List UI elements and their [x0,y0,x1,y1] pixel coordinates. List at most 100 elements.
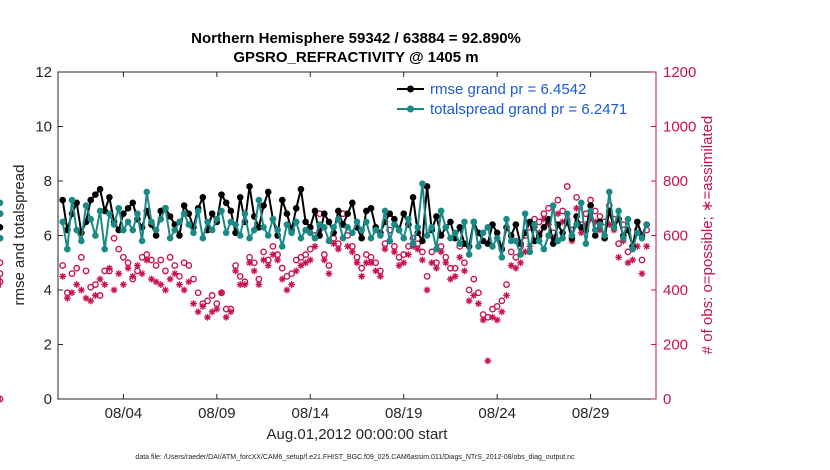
assimilated-obs-marker [96,275,104,283]
totalspread-point [59,218,66,226]
assimilated-obs-marker [470,292,478,299]
totalspread-point [549,202,557,209]
assimilated-obs-marker [120,281,127,288]
totalspread-point [395,226,403,234]
legend-rmse-label: rmse grand pr = 6.4542 [430,81,586,98]
totalspread-point [540,245,548,253]
assimilated-obs-marker [110,286,118,294]
rmse-point [96,185,104,193]
rmse-point [297,185,305,193]
totalspread-point [591,226,599,234]
rmse-point [180,202,188,209]
possible-obs-marker [143,251,151,258]
totalspread-point [587,207,594,215]
totalspread-point [218,207,225,215]
totalspread-point [638,234,646,242]
totalspread-point [629,245,636,253]
totalspread-point [278,243,286,250]
rmse-point [246,183,253,190]
totalspread-point [190,229,197,237]
assimilated-obs-marker [68,289,76,297]
totalspread-point [185,221,193,228]
y-tick-label: 10 [35,119,52,136]
totalspread-point [78,237,85,245]
possible-obs-marker [166,253,174,261]
assimilated-obs-marker [484,357,492,365]
totalspread-point [451,229,459,237]
rmse-point [493,229,501,237]
totalspread-point [222,229,230,237]
possible-obs-marker [171,262,179,269]
totalspread-point [180,210,188,217]
totalspread-point [577,199,585,207]
assimilated-obs-marker [105,264,113,272]
totalspread-point [526,248,534,256]
totalspread-point [250,226,258,234]
possible-obs-marker [554,196,562,204]
totalspread-point [377,232,384,239]
plot-frame [57,71,657,400]
assimilated-obs-marker [260,256,267,264]
y-axis-label: rmse and totalspread [11,165,28,306]
rmse-point [59,196,66,204]
rmse-point [222,199,230,207]
totalspread-point [208,226,216,234]
totalspread-point [148,218,155,226]
totalspread-point [292,218,300,226]
totalspread-point [433,245,440,253]
totalspread-point [507,237,515,245]
totalspread-point [269,215,277,223]
possible-obs-marker [0,270,4,278]
totalspread-point [605,188,613,196]
possible-obs-marker [59,262,67,269]
assimilated-obs-marker [124,264,132,272]
possible-obs-marker [176,272,183,280]
totalspread-point [405,215,412,223]
assimilated-obs-marker [325,270,333,278]
totalspread-point [358,226,365,234]
totalspread-point [255,196,263,204]
assimilated-obs-marker [353,259,361,267]
possible-obs-marker [124,259,132,267]
totalspread-point [634,229,641,237]
y-tick-label: 4 [44,282,52,299]
totalspread-point [199,234,207,242]
assimilated-obs-marker [433,264,440,272]
totalspread-point [610,224,618,231]
totalspread-point [619,234,627,242]
y-tick-label-right: 800 [663,173,688,190]
possible-obs-marker [451,264,459,272]
legend-box [392,77,648,119]
possible-obs-marker [77,253,85,261]
x-tick-label: 08/29 [572,405,610,422]
chart-subtitle: GPSRO_REFRACTIVITY @ 1405 m [233,49,478,66]
rmse-point [591,232,599,239]
totalspread-point [176,218,183,226]
x-axis-label: Aug.01,2012 00:00:00 start [267,426,449,443]
rmse-point [120,210,127,217]
assimilated-obs-marker [498,308,506,316]
rmse-point [166,213,174,220]
y-tick-label-right: 0 [663,391,671,408]
totalspread-point [601,232,608,239]
totalspread-point [87,215,95,223]
possible-obs-marker [475,289,482,297]
assimilated-obs-marker [91,292,99,299]
y-tick-label-right: 1200 [663,64,696,81]
y-tick-label-right: 600 [663,228,688,245]
possible-obs-marker [278,264,286,272]
totalspread-point [101,245,109,253]
assimilated-obs-marker [629,256,637,264]
rmse-point [283,210,291,217]
possible-obs-marker [353,253,361,261]
assimilated-obs-marker [554,210,562,218]
possible-obs-marker [288,270,295,278]
assimilated-obs-marker [274,256,281,264]
possible-obs-marker [596,213,604,220]
totalspread-point [470,218,478,226]
possible-obs-marker [246,253,253,261]
totalspread-point [419,180,426,188]
assimilated-obs-marker [311,243,319,250]
rmse-point [311,207,319,215]
